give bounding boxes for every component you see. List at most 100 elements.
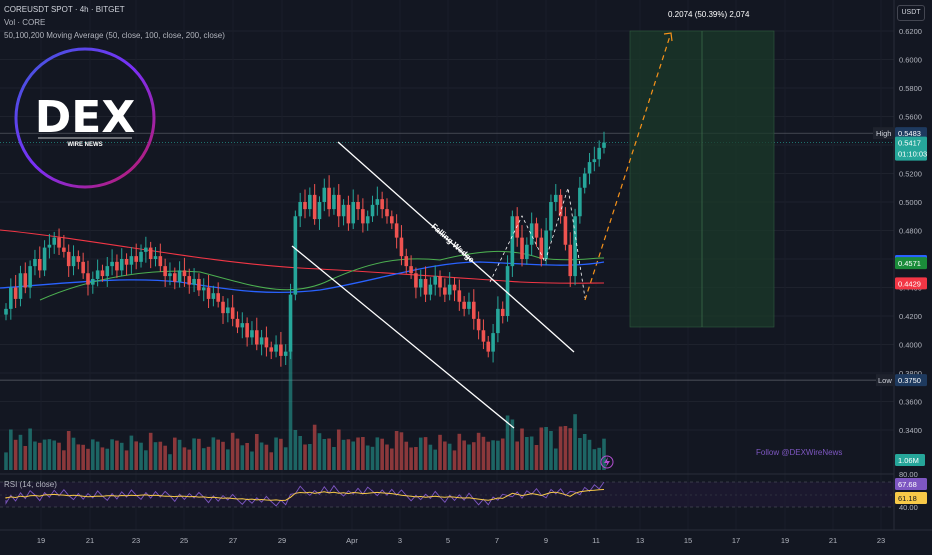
volume-bar [341, 439, 346, 470]
volume-bar [47, 439, 52, 470]
volume-bar [462, 440, 466, 470]
volume-bar [370, 446, 375, 470]
candle-body [201, 287, 206, 291]
candle-body [288, 294, 293, 352]
volume-legend[interactable]: Vol · CORE [4, 18, 46, 27]
ma200-line [0, 229, 605, 284]
candle-body [433, 276, 438, 285]
volume-bar [23, 446, 28, 470]
candle-body [544, 230, 548, 259]
volume-bar [211, 437, 216, 470]
candle-body [351, 202, 356, 224]
volume-bar [544, 427, 548, 470]
candle-body [399, 237, 404, 257]
price-tick: 0.5000 [899, 198, 922, 207]
volume-bar [168, 454, 172, 470]
candle-body [592, 159, 597, 163]
candle-body [33, 259, 37, 267]
volume-bar [428, 444, 433, 470]
rsi-line [5, 481, 605, 507]
candle-body [452, 284, 457, 291]
volume-bar [298, 436, 302, 470]
candle-body [553, 194, 558, 202]
volume-bar [66, 431, 71, 470]
low-price: 0.3750 [898, 376, 921, 385]
volume-bar [4, 452, 8, 470]
candle-body [105, 266, 110, 277]
time-tick: 19 [781, 536, 789, 545]
ma-legend[interactable]: 50,100,200 Moving Average (50, close, 10… [4, 31, 225, 40]
candle-body [525, 244, 529, 259]
volume-bar [332, 447, 336, 470]
symbol-title[interactable]: COREUSDT SPOT · 4h · BITGET [4, 5, 125, 14]
currency-button[interactable]: USDT [897, 5, 925, 21]
volume-bar [303, 444, 307, 470]
candle-body [341, 204, 346, 217]
time-tick: 3 [398, 536, 402, 545]
candle-body [476, 318, 481, 331]
candle-body [240, 323, 245, 328]
volume-bar [568, 428, 573, 470]
candle-body [385, 209, 389, 217]
volume-bar [433, 449, 438, 470]
volume-tag: 1.06M [898, 456, 919, 465]
time-tick: 25 [180, 536, 188, 545]
candles [4, 131, 606, 367]
candle-body [529, 223, 534, 245]
candle-body [221, 301, 225, 314]
volume-bar [274, 437, 278, 470]
volume-bar [283, 447, 288, 470]
candle-body [13, 287, 18, 299]
volume-bar [563, 426, 568, 470]
price-tick: 0.4800 [899, 227, 922, 236]
price-tick: 0.6200 [899, 27, 922, 36]
candle-body [394, 223, 399, 238]
candle-body [250, 330, 254, 338]
volume-bar [520, 428, 524, 470]
volume-bar [553, 448, 558, 470]
volume-bar [317, 433, 322, 470]
candle-body [9, 287, 13, 309]
volume-bar [452, 450, 457, 470]
volume-bar [269, 452, 274, 470]
candle-body [298, 202, 302, 217]
candle-body [62, 247, 66, 252]
volume-bar [375, 437, 380, 470]
price-axis: 0.62000.60000.58000.56000.54000.52000.50… [873, 0, 932, 530]
volume-bar [423, 437, 428, 470]
candle-body [57, 237, 61, 248]
candle-body [245, 323, 249, 338]
volume-bar [9, 429, 13, 470]
candle-body [317, 202, 322, 220]
volume-bar [42, 439, 47, 470]
volume-bar [254, 434, 259, 470]
price-tick: 0.4200 [899, 312, 922, 321]
volume-bar [95, 441, 100, 470]
volume-bar [221, 441, 225, 470]
volume-bar [597, 447, 601, 470]
low-price-bg [895, 374, 927, 387]
volume-bar [158, 441, 163, 470]
candle-body [110, 261, 114, 267]
candle-body [139, 251, 143, 262]
candle-body [332, 194, 336, 210]
logo-text: DEX [35, 92, 136, 143]
wedge-label: Falling Wedge [430, 222, 477, 265]
wedge-upper-line [337, 141, 575, 353]
volume-bar [365, 445, 370, 470]
candle-body [308, 194, 312, 210]
volume-bar [558, 426, 563, 470]
volume-bar [409, 447, 413, 470]
volume-bar [380, 438, 384, 470]
candle-body [177, 270, 182, 282]
candle-body [226, 307, 230, 314]
candle-body [375, 199, 380, 205]
volume-bar [250, 451, 254, 470]
volume-bar [346, 439, 351, 470]
candle-body [390, 216, 394, 224]
time-tick: 29 [278, 536, 286, 545]
candle-body [539, 237, 544, 259]
candle-body [582, 173, 587, 188]
